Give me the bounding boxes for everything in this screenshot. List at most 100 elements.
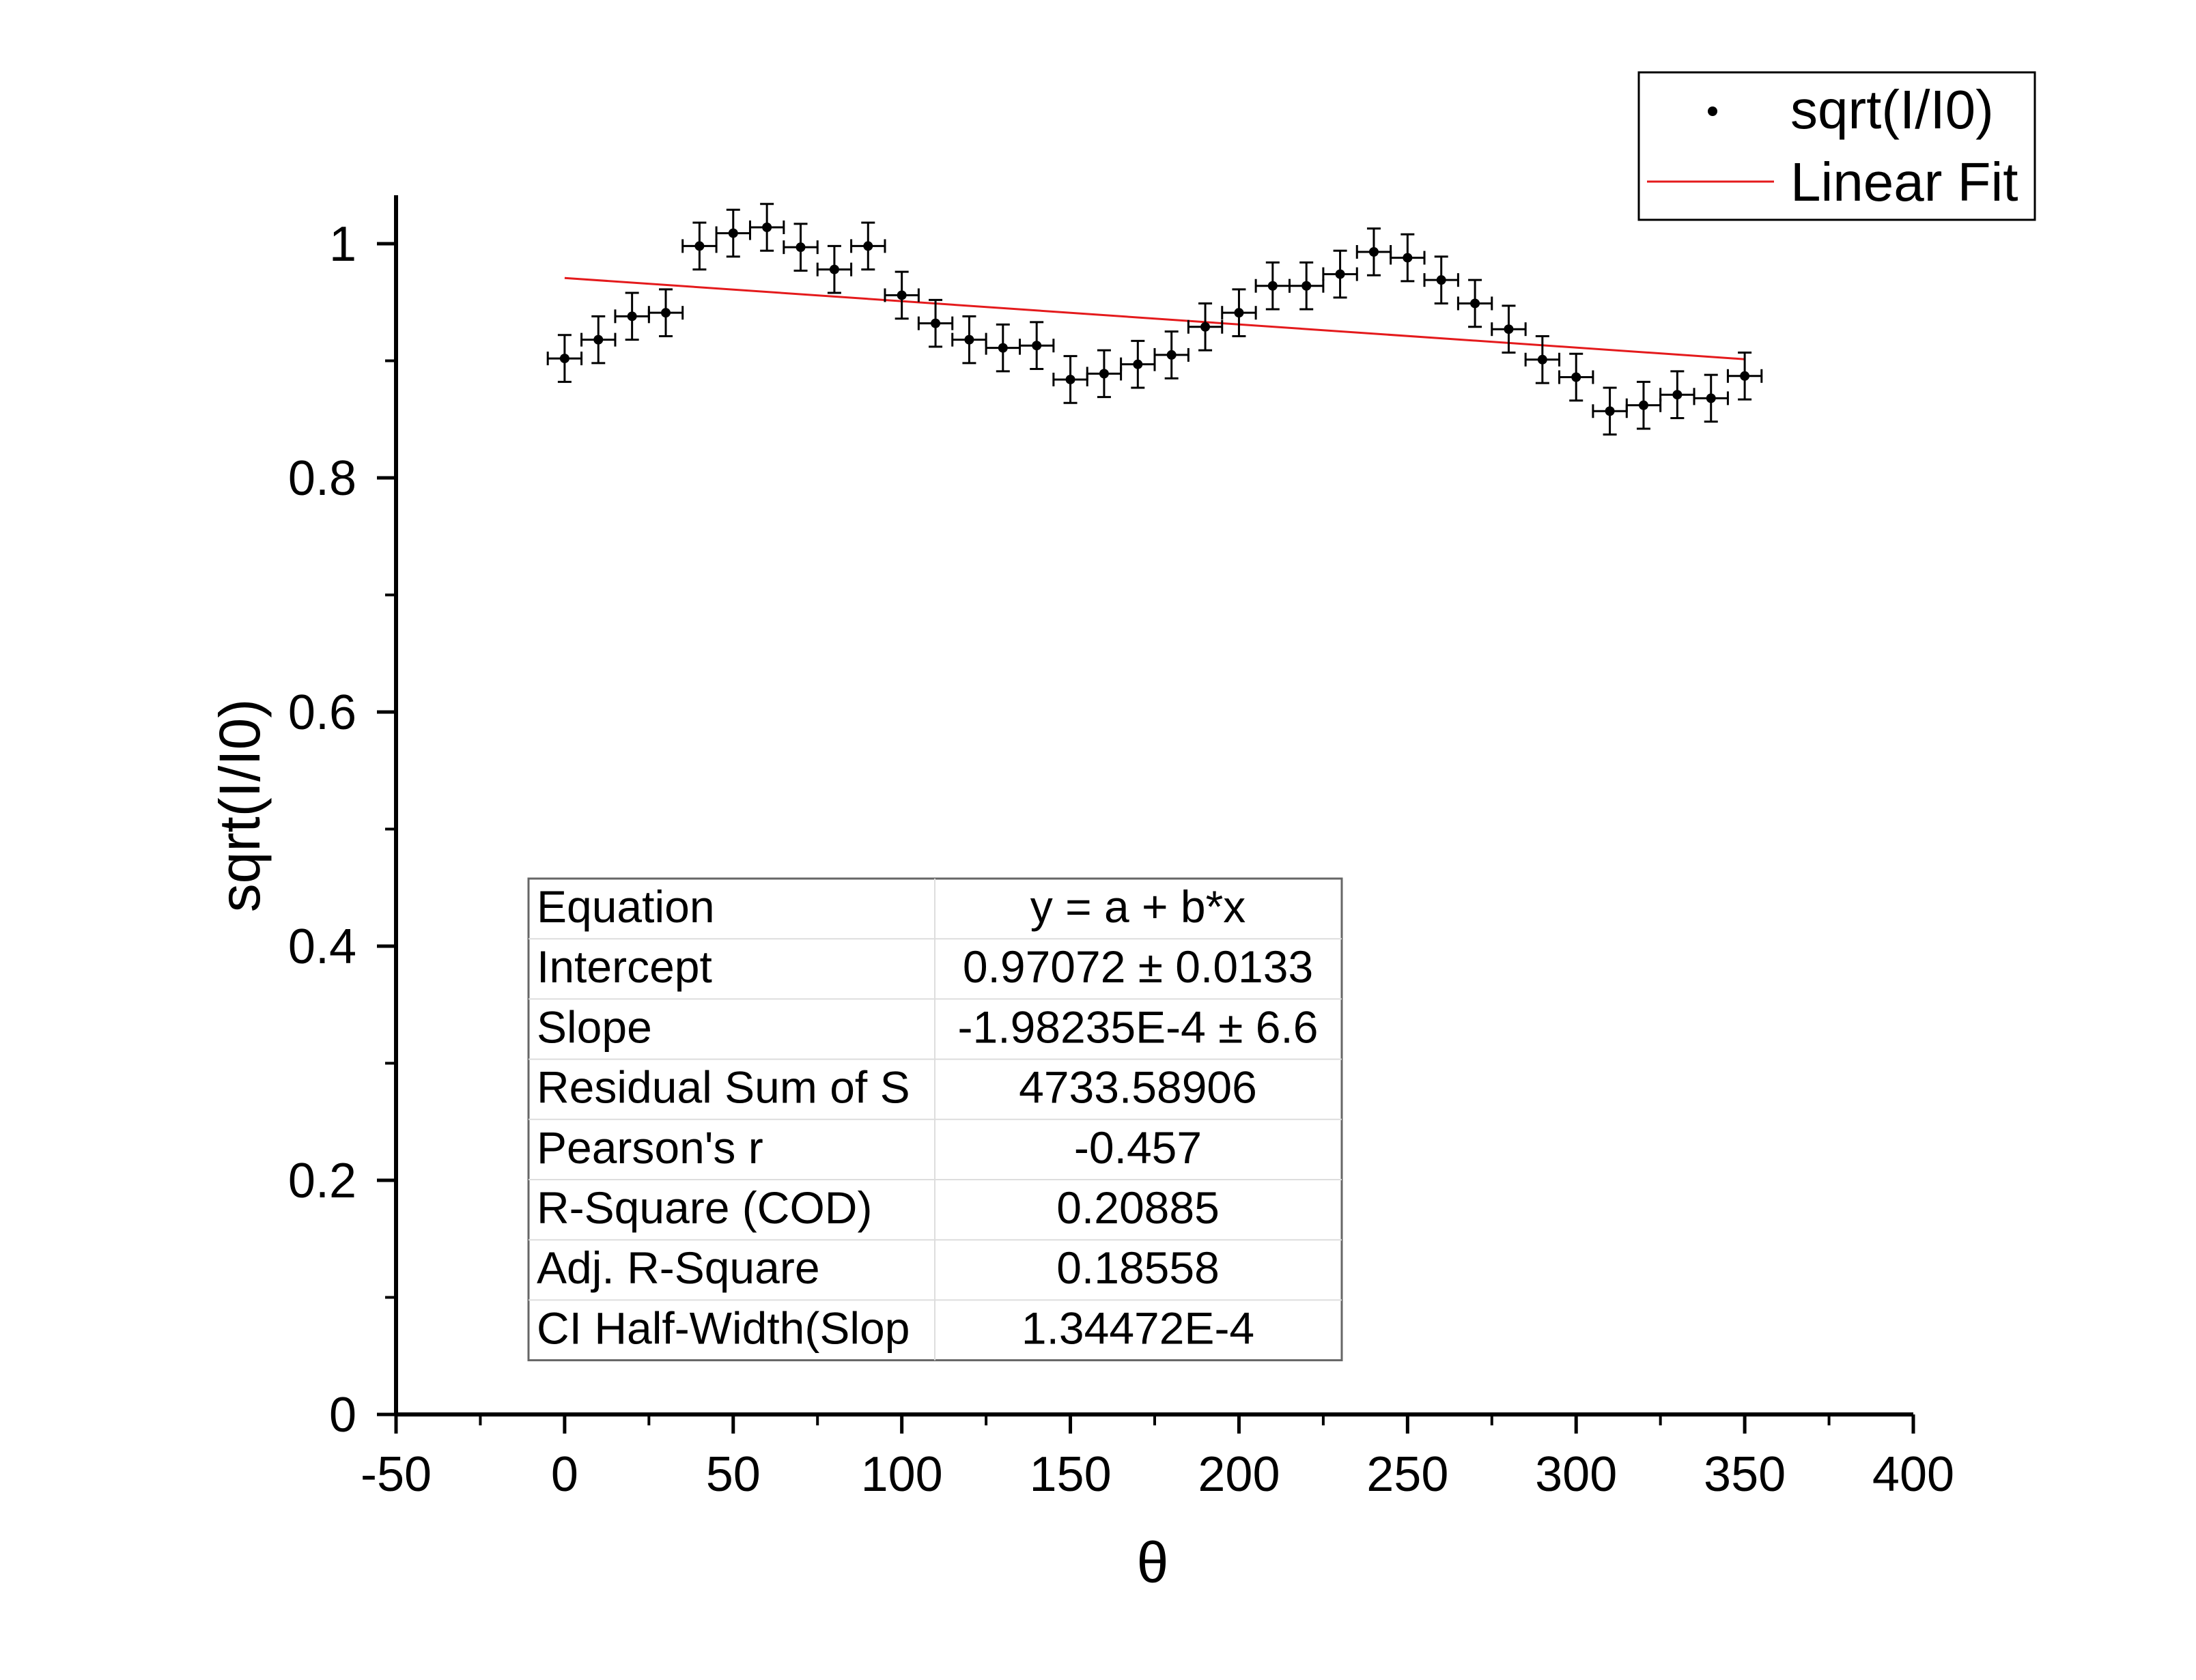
- fit-table-value: 0.97072 ± 0.0133: [963, 941, 1313, 992]
- data-point: [1524, 334, 1561, 384]
- point-marker: [728, 228, 738, 238]
- fit-table-value: y = a + b*x: [1030, 881, 1246, 932]
- point-marker: [897, 290, 907, 300]
- data-point: [1254, 261, 1291, 311]
- data-point: [1355, 227, 1392, 276]
- point-marker: [1706, 393, 1716, 403]
- data-point: [985, 323, 1021, 373]
- point-marker: [694, 241, 705, 251]
- point-marker: [1368, 247, 1379, 257]
- point-marker: [1065, 374, 1075, 384]
- fit-table-value: -1.98235E-4 ± 6.6: [958, 1001, 1319, 1052]
- point-marker: [1470, 298, 1480, 309]
- point-marker: [998, 343, 1008, 353]
- data-point: [681, 221, 718, 271]
- point-marker: [1504, 324, 1514, 334]
- legend-label-points: sqrt(I/I0): [1790, 79, 1994, 140]
- data-point: [1390, 233, 1426, 283]
- legend-box: [1637, 71, 2036, 221]
- data-point: [715, 208, 751, 258]
- legend: sqrt(I/I0) Linear Fit: [1637, 71, 2036, 221]
- y-tick-label: 1: [329, 217, 356, 272]
- point-marker: [1099, 369, 1109, 379]
- x-tick-label: 150: [1029, 1447, 1111, 1502]
- data-point: [546, 334, 583, 383]
- point-marker: [796, 242, 806, 253]
- fit-table-label: Intercept: [537, 941, 712, 992]
- data-point: [1086, 349, 1123, 399]
- data-point: [1423, 255, 1459, 304]
- point-marker: [1403, 253, 1413, 263]
- fit-table-value: 4733.58906: [1019, 1062, 1257, 1113]
- linear-fit-line: [564, 276, 1745, 360]
- point-marker: [1301, 281, 1312, 291]
- point-marker: [1335, 269, 1345, 279]
- x-tick-label: 400: [1872, 1447, 1954, 1502]
- data-point: [1052, 355, 1088, 404]
- point-marker: [1166, 350, 1177, 360]
- data-point: [816, 244, 853, 294]
- data-point: [1153, 330, 1190, 380]
- point-marker: [1571, 372, 1581, 382]
- x-tick-label: 100: [861, 1447, 943, 1502]
- point-marker: [1537, 354, 1547, 365]
- x-tick-label: 50: [706, 1447, 761, 1502]
- fit-table-label: CI Half-Width(Slop: [537, 1302, 910, 1353]
- point-marker: [1436, 275, 1446, 285]
- point-marker: [1200, 322, 1211, 332]
- point-marker: [1638, 400, 1648, 410]
- data-point: [951, 315, 987, 365]
- data-point: [1456, 279, 1493, 328]
- point-marker: [829, 264, 839, 274]
- x-axis-title: θ: [1137, 1530, 1169, 1595]
- data-points-group: [546, 203, 1763, 436]
- data-point: [1693, 373, 1729, 423]
- x-tick-label: 250: [1366, 1447, 1448, 1502]
- fit-table-value: 0.18558: [1056, 1242, 1220, 1293]
- data-point: [783, 223, 819, 272]
- x-tick-label: 350: [1704, 1447, 1786, 1502]
- legend-marker-points: [1708, 106, 1717, 116]
- fit-table-label: Residual Sum of S: [537, 1062, 910, 1113]
- point-marker: [1672, 390, 1683, 400]
- point-marker: [1133, 359, 1143, 369]
- data-point: [748, 203, 785, 252]
- legend-label-fit: Linear Fit: [1790, 152, 2018, 212]
- point-marker: [1740, 371, 1750, 381]
- y-tick-label: 0.6: [288, 685, 356, 740]
- y-tick-label: 0.2: [288, 1154, 356, 1208]
- data-point: [1558, 352, 1594, 402]
- fit-table-label: Pearson's r: [537, 1122, 763, 1173]
- x-tick-label: 300: [1535, 1447, 1617, 1502]
- fit-table-value: -0.457: [1074, 1122, 1202, 1173]
- fit-results-table: Equation y = a + b*x Intercept 0.97072 ± 0.…: [527, 877, 1343, 1362]
- axes: -50 0 50 100 150 200 250 300 350 40000.20.40.60.8…: [288, 195, 1954, 1502]
- point-marker: [1605, 406, 1615, 416]
- data-point: [1625, 380, 1662, 430]
- data-point: [1726, 351, 1763, 401]
- data-point: [1289, 261, 1325, 311]
- y-tick-label: 0.8: [288, 451, 356, 506]
- fit-table-label: Adj. R-Square: [537, 1242, 820, 1293]
- point-marker: [762, 222, 772, 232]
- point-marker: [593, 334, 604, 345]
- point-marker: [931, 318, 941, 328]
- data-point: [1018, 321, 1055, 371]
- y-tick-label: 0: [329, 1388, 356, 1442]
- data-point: [917, 298, 954, 348]
- data-point: [1187, 302, 1224, 352]
- data-point: [580, 315, 617, 365]
- point-marker: [1032, 341, 1042, 351]
- data-point: [1659, 370, 1695, 420]
- fit-table-label: R-Square (COD): [537, 1182, 872, 1233]
- point-marker: [627, 311, 637, 322]
- x-tick-label: 200: [1198, 1447, 1280, 1502]
- point-marker: [1267, 281, 1278, 291]
- x-tick-label: 0: [551, 1447, 578, 1502]
- point-marker: [661, 308, 671, 318]
- y-tick-label: 0.4: [288, 920, 356, 974]
- x-tick-label: -50: [361, 1447, 432, 1502]
- data-point: [1221, 288, 1257, 337]
- data-point: [1120, 339, 1156, 389]
- data-point: [1592, 386, 1628, 436]
